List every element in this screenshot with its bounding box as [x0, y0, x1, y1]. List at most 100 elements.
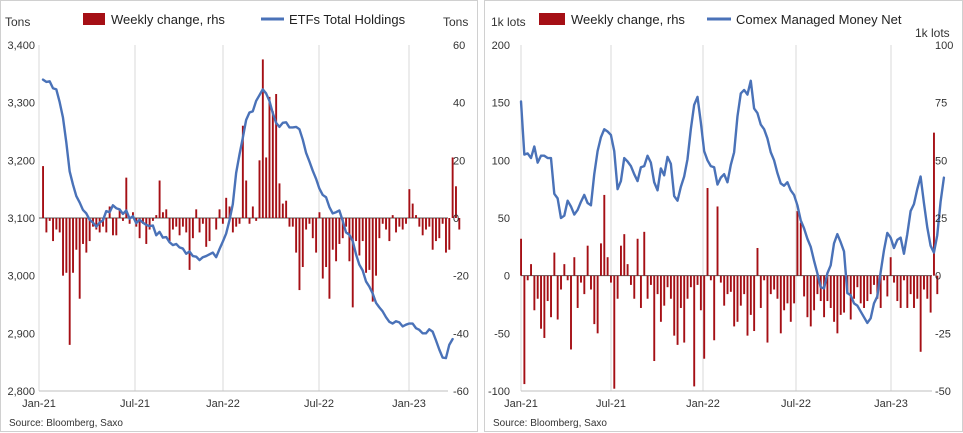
- weekly-change-bar: [823, 275, 826, 318]
- legend-line-label: ETFs Total Holdings: [289, 12, 406, 27]
- weekly-change-bar: [148, 218, 151, 230]
- weekly-change-bar: [879, 275, 882, 308]
- weekly-change-bar: [441, 218, 444, 224]
- weekly-change-bar: [285, 200, 288, 218]
- weekly-change-bar: [676, 275, 679, 345]
- weekly-change-bar: [288, 218, 291, 227]
- weekly-change-bar: [122, 218, 124, 221]
- weekly-change-bar: [245, 180, 248, 218]
- weekly-change-bar: [451, 157, 454, 218]
- weekly-change-bar: [776, 275, 779, 299]
- weekly-change-bar: [355, 218, 358, 242]
- weekly-change-bar: [261, 59, 264, 218]
- weekly-change-bar: [723, 275, 726, 306]
- weekly-change-bar: [208, 218, 211, 242]
- weekly-change-bar: [869, 275, 872, 295]
- left-tick-label: 50: [498, 213, 510, 225]
- x-tick-label: Jan-23: [874, 398, 908, 410]
- right-tick-label: 20: [453, 155, 465, 167]
- weekly-change-bar: [448, 218, 451, 250]
- weekly-change-bar: [783, 275, 786, 311]
- right-tick-label: 0: [935, 271, 941, 283]
- weekly-change-bar: [729, 275, 732, 292]
- weekly-change-bar: [241, 125, 244, 218]
- weekly-change-bar: [550, 275, 552, 318]
- weekly-change-bar: [381, 218, 384, 224]
- weekly-change-bar: [623, 234, 626, 276]
- weekly-change-bar: [171, 218, 174, 230]
- weekly-change-bar: [646, 275, 649, 299]
- weekly-change-bar: [913, 275, 915, 308]
- weekly-change-bar: [859, 275, 862, 304]
- weekly-change-bar: [341, 218, 344, 239]
- weekly-change-bar: [766, 275, 769, 343]
- weekly-change-bar: [375, 218, 377, 276]
- weekly-change-bar: [181, 218, 184, 227]
- weekly-change-bar: [620, 245, 622, 276]
- weekly-change-bar: [610, 275, 612, 283]
- weekly-change-bar: [669, 275, 672, 299]
- weekly-change-bar: [398, 218, 401, 227]
- weekly-change-bar: [769, 275, 772, 295]
- weekly-change-bar: [919, 275, 922, 352]
- weekly-change-bar: [281, 203, 284, 218]
- weekly-change-bar: [779, 275, 782, 334]
- right-tick-label: 75: [935, 98, 947, 110]
- left-axis-unit: Tons: [5, 15, 30, 29]
- weekly-change-bar: [656, 275, 659, 295]
- weekly-change-bar: [142, 218, 144, 224]
- weekly-change-bar: [388, 218, 391, 242]
- weekly-change-bar: [883, 275, 885, 281]
- weekly-change-bar: [52, 218, 54, 242]
- weekly-change-bar: [889, 257, 892, 276]
- weekly-change-bar: [251, 206, 254, 218]
- weekly-change-bar: [833, 275, 836, 322]
- x-tick-label: Jan-22: [686, 398, 720, 410]
- weekly-change-bar: [358, 218, 361, 256]
- weekly-change-bar: [311, 218, 314, 239]
- weekly-change-bar: [88, 218, 91, 242]
- left-tick-label: 3,000: [7, 271, 35, 283]
- right-tick-label: -40: [453, 328, 469, 340]
- weekly-change-bar: [856, 275, 859, 288]
- weekly-change-bar: [378, 218, 381, 239]
- weekly-change-bar: [102, 218, 104, 227]
- weekly-change-bar: [540, 275, 542, 329]
- weekly-change-bar: [221, 218, 224, 224]
- x-tick-label: Jul-21: [120, 398, 150, 410]
- weekly-change-bar: [401, 218, 404, 230]
- weekly-change-bar: [48, 218, 51, 221]
- left-tick-label: 3,100: [7, 213, 35, 225]
- weekly-change-bar: [115, 218, 118, 236]
- weekly-change-bar: [85, 218, 88, 253]
- weekly-change-bar: [659, 275, 662, 322]
- x-tick-label: Jan-22: [206, 398, 240, 410]
- weekly-change-bar: [72, 218, 74, 273]
- left-tick-label: -100: [488, 386, 510, 398]
- weekly-change-bar: [583, 275, 586, 295]
- weekly-change-bar: [893, 275, 895, 283]
- weekly-change-bar: [265, 157, 268, 218]
- weekly-change-bar: [853, 275, 855, 299]
- chart-source: Source: Bloomberg, Saxo: [493, 418, 607, 429]
- weekly-change-bar: [351, 218, 354, 308]
- weekly-change-bar: [633, 275, 636, 299]
- weekly-change-bar: [455, 186, 457, 218]
- weekly-change-bar: [713, 275, 716, 341]
- weekly-change-bar: [636, 238, 639, 276]
- weekly-change-bar: [616, 275, 619, 299]
- weekly-change-bar: [305, 218, 308, 230]
- weekly-change-bar: [95, 218, 98, 230]
- weekly-change-bar: [228, 206, 231, 218]
- weekly-change-bar: [385, 218, 387, 230]
- comex-managed-money-chart: Jan-21 Jul-21 Jan-22 Jul-22 Jan-23 200 150 100 5…: [488, 12, 953, 429]
- weekly-change-bar: [345, 218, 348, 227]
- holdings-line: [519, 79, 946, 325]
- weekly-change-bar: [78, 218, 81, 299]
- weekly-change-bar: [923, 275, 925, 290]
- weekly-change-bar: [195, 209, 198, 218]
- weekly-change-bar: [916, 275, 919, 299]
- legend-line-label: Comex Managed Money Net: [736, 12, 902, 27]
- weekly-change-bar: [643, 231, 646, 276]
- weekly-change-bar: [125, 177, 128, 218]
